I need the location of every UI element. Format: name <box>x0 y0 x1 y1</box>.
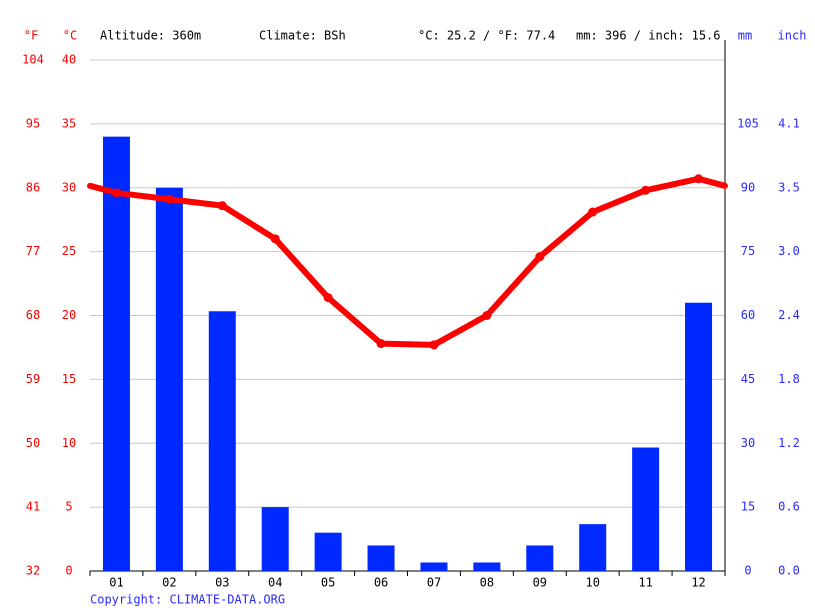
x-tick-label: 07 <box>427 576 441 590</box>
x-tick-label: 05 <box>321 576 335 590</box>
temperature-line <box>113 175 702 348</box>
x-tick-label: 08 <box>480 576 494 590</box>
x-tick-label: 06 <box>374 576 388 590</box>
temperature-point <box>694 174 704 184</box>
c-tick-label: 15 <box>62 372 76 386</box>
inch-axis-label: inch <box>778 29 807 43</box>
f-tick-label: 50 <box>26 436 40 450</box>
inch-tick-label: 1.8 <box>778 372 800 386</box>
precipitation-bar <box>420 562 448 571</box>
altitude: Altitude: 360m <box>100 29 201 43</box>
temperature-point <box>429 340 439 350</box>
precipitation-bar <box>208 311 236 571</box>
temperature-point <box>323 293 333 303</box>
x-tick-label: 12 <box>691 576 705 590</box>
f-tick-label: 32 <box>26 564 40 578</box>
inch-tick-label: 3.5 <box>778 180 800 194</box>
c-tick-label: 30 <box>62 180 76 194</box>
c-tick-label: 40 <box>62 53 76 67</box>
precipitation-bar <box>473 562 501 571</box>
temperature-edge <box>695 175 728 189</box>
c-tick-label: 0 <box>65 564 72 578</box>
precipitation-bar <box>155 187 183 571</box>
temperature-point <box>482 311 492 320</box>
f-tick-label: 95 <box>26 116 40 130</box>
c-tick-label: 5 <box>65 500 72 514</box>
c-tick-label: 35 <box>62 116 76 130</box>
c-tick-label: 20 <box>62 308 76 322</box>
mm-axis-label: mm <box>738 29 752 43</box>
temperature-summary: °C: 25.2 / °F: 77.4 <box>418 29 555 43</box>
inch-tick-label: 1.2 <box>778 436 800 450</box>
temperature-point <box>270 234 280 244</box>
c-tick-label: 25 <box>62 244 76 258</box>
precipitation-bar <box>579 524 607 571</box>
f-tick-label: 59 <box>26 372 40 386</box>
precipitation-bar <box>526 545 554 571</box>
x-tick-label: 04 <box>268 576 282 590</box>
temperature-edge <box>87 182 120 196</box>
f-tick-label: 86 <box>26 180 40 194</box>
mm-tick-label: 105 <box>737 116 759 130</box>
precipitation-summary: mm: 396 / inch: 15.6 <box>576 29 721 43</box>
inch-tick-label: 2.4 <box>778 308 800 322</box>
f-tick-label: 68 <box>26 308 40 322</box>
f-tick-label: 104 <box>22 53 44 67</box>
inch-tick-label: 3.0 <box>778 244 800 258</box>
mm-tick-label: 0 <box>744 564 751 578</box>
mm-tick-label: 30 <box>741 436 755 450</box>
temperature-point <box>641 185 651 195</box>
x-tick-label: 01 <box>109 576 123 590</box>
f-tick-label: 77 <box>26 244 40 258</box>
x-tick-label: 11 <box>638 576 652 590</box>
precipitation-bar <box>685 302 713 571</box>
x-tick-label: 09 <box>533 576 547 590</box>
climate: Climate: BSh <box>259 29 346 43</box>
x-tick-label: 10 <box>585 576 599 590</box>
c-tick-label: 10 <box>62 436 76 450</box>
inch-tick-label: 0.6 <box>778 500 800 514</box>
inch-tick-label: 0.0 <box>778 564 800 578</box>
mm-tick-label: 60 <box>741 308 755 322</box>
precipitation-bar <box>314 532 342 571</box>
f-axis-label: °F <box>24 29 38 43</box>
f-tick-label: 41 <box>26 500 40 514</box>
temperature-point <box>111 188 121 198</box>
mm-tick-label: 75 <box>741 244 755 258</box>
temperature-point <box>588 207 598 217</box>
precipitation-bar <box>261 507 289 571</box>
inch-tick-label: 4.1 <box>778 116 800 130</box>
x-tick-label: 02 <box>162 576 176 590</box>
mm-tick-label: 45 <box>741 372 755 386</box>
temperature-point <box>217 201 227 211</box>
temperature-point <box>164 194 174 204</box>
temperature-point <box>535 252 545 262</box>
copyright: Copyright: CLIMATE-DATA.ORG <box>90 593 285 607</box>
precipitation-bar <box>102 136 130 571</box>
x-tick-label: 03 <box>215 576 229 590</box>
mm-tick-label: 90 <box>741 180 755 194</box>
precipitation-bar <box>367 545 395 571</box>
temperature-point <box>376 339 386 349</box>
mm-tick-label: 15 <box>741 500 755 514</box>
precipitation-bar <box>632 447 660 571</box>
c-axis-label: °C <box>63 29 77 43</box>
